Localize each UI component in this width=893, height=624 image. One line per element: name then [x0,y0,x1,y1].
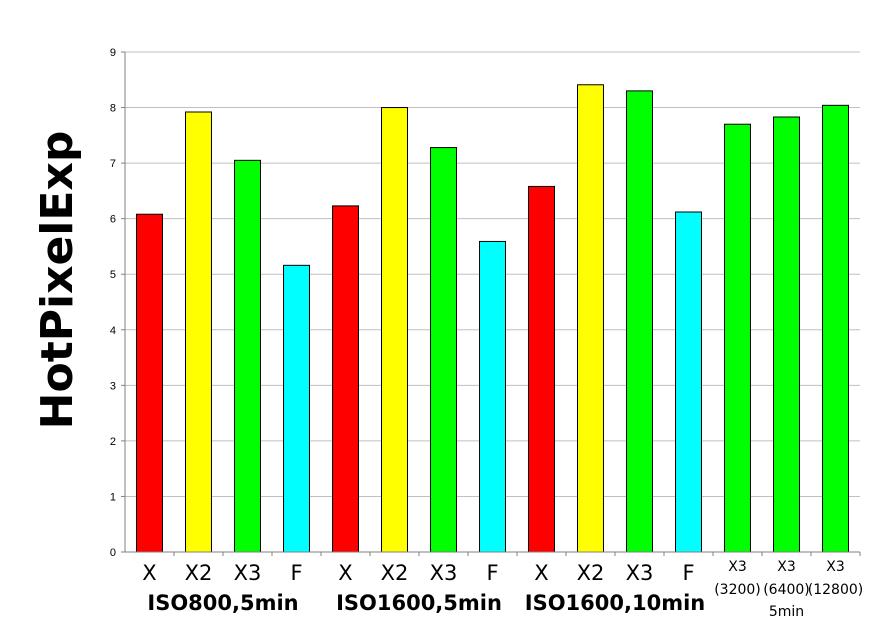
x-tick-label: X3 [777,559,796,575]
y-tick-labels: 0 1 2 3 4 5 6 7 8 9 [110,47,125,559]
y-tick-label: 1 [110,491,116,503]
x-tick-labels: X X2 X3 F X X2 X3 F X X2 X3 F X3 (3200) X3 (6400) X3 (128… [142,552,863,598]
bar [136,213,163,553]
x-tick-label: F [486,561,498,585]
y-axis-label: HotPixelExp [32,131,83,430]
y-tick-label: 2 [110,436,116,448]
bar [185,111,212,553]
bar [626,90,653,553]
x-tick-label: X3 [234,561,262,585]
bars [136,84,849,553]
bar [724,123,751,553]
y-tick-label: 5 [110,269,116,281]
group-label: ISO1600,10min [525,591,705,615]
y-tick-label: 0 [110,547,116,559]
bar [675,211,702,553]
bar [283,264,310,553]
group-label: ISO1600,5min [336,591,502,615]
y-tick-label: 3 [110,380,116,392]
x-tick-label: X3 [826,559,845,575]
bar [332,205,359,553]
x-tick-sublabel: (12800) [808,582,863,598]
y-tick-label: 8 [110,103,116,115]
y-tick-label: 9 [110,47,116,59]
bar [430,147,457,553]
x-tick-label: X3 [430,561,458,585]
bar [381,107,408,553]
bar [234,159,261,553]
x-tick-label: X2 [185,561,213,585]
bar [773,116,800,553]
y-tick-label: 7 [110,158,116,170]
bar [528,185,555,553]
x-tick-label: X [534,561,548,585]
x-tick-label: X [338,561,352,585]
x-tick-sublabel: (6400) [763,582,810,598]
bar [479,240,506,553]
x-tick-label: X3 [626,561,654,585]
bar [822,104,849,553]
group-label: 5min [769,604,804,620]
y-tick-label: 4 [110,325,116,337]
x-tick-label: F [682,561,694,585]
x-tick-sublabel: (3200) [714,582,761,598]
x-tick-label: X [142,561,156,585]
x-tick-label: F [290,561,302,585]
y-tick-label: 6 [110,214,116,226]
bar [577,84,604,553]
x-tick-label: X2 [577,561,605,585]
group-labels: ISO800,5min ISO1600,5min ISO1600,10min 5min [147,591,804,620]
group-label: ISO800,5min [147,591,298,615]
x-tick-label: X2 [381,561,409,585]
x-tick-label: X3 [728,559,747,575]
